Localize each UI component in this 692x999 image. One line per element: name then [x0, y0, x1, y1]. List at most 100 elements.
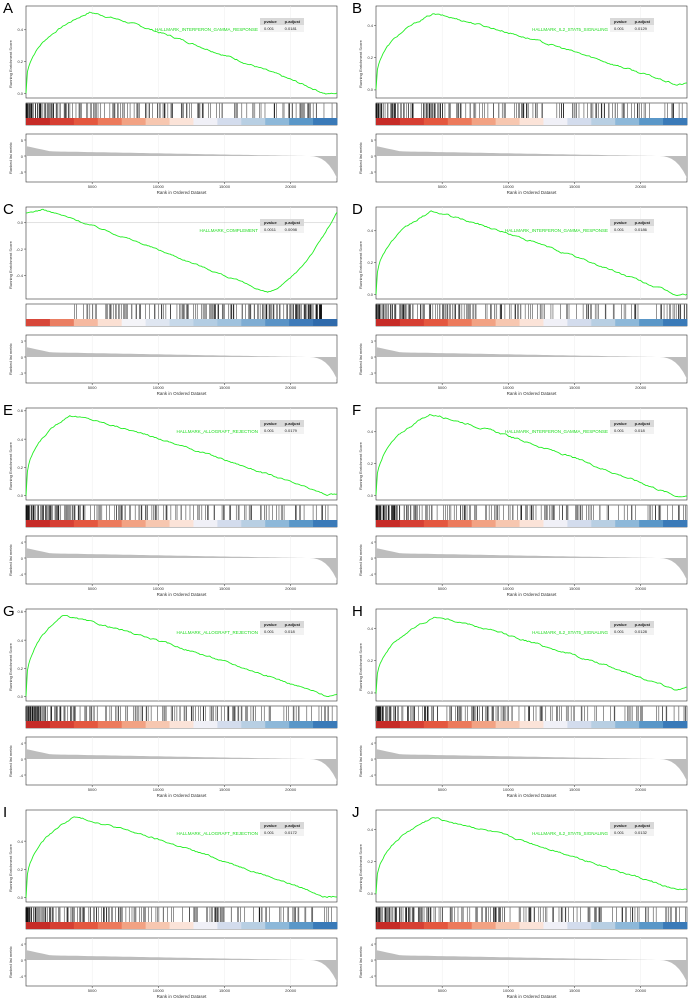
rank-color-segment — [97, 922, 123, 929]
rank-color-segment — [145, 721, 170, 728]
rank-color-segment — [145, 922, 170, 929]
y-tick-label: 0.0 — [17, 90, 23, 96]
ranked-metric-axis-title: Ranked list metric — [358, 745, 363, 777]
padjust-value: 0.0186 — [630, 226, 655, 233]
pvalue-value: 0.001 — [610, 829, 631, 836]
rank-color-segment — [399, 319, 425, 326]
gene-set-title: HALLMARK_ALLOGRAFT_REJECTION — [176, 429, 258, 434]
rank-color-segment — [663, 118, 688, 125]
rank-color-segment — [519, 922, 544, 929]
padjust-header: p.adjust — [280, 18, 305, 25]
metric-tick-label: 0 — [20, 555, 23, 561]
metric-frame — [25, 535, 338, 585]
gsea-plot-svg — [374, 206, 688, 385]
running-es-axis-title: Running Enrichment Score — [358, 442, 363, 490]
y-tick-label: 0.4 — [17, 637, 23, 643]
padjust-header: p.adjust — [630, 18, 655, 25]
y-tick-label: 0.0 — [17, 493, 23, 499]
stats-table: pvalue p.adjust 0.001 0.0186 — [610, 219, 655, 233]
rank-color-segment — [289, 118, 314, 125]
padjust-header: p.adjust — [630, 822, 655, 829]
rank-axis-title: Rank in Ordered Dataset — [506, 994, 557, 999]
ranked-metric-area — [376, 749, 687, 781]
rank-color-segment — [495, 520, 520, 527]
rank-color-segment — [73, 118, 99, 125]
x-tick-label: 20000 — [285, 988, 297, 993]
y-tick-label: 0.0 — [367, 291, 373, 297]
padjust-value: 0.0098 — [280, 226, 305, 233]
x-tick-label: 20000 — [635, 586, 647, 591]
rank-axis-title: Rank in Ordered Dataset — [506, 592, 557, 597]
panel-label: J — [352, 804, 360, 821]
x-tick-label: 10000 — [502, 586, 514, 591]
rank-color-segment — [567, 118, 592, 125]
x-tick-label: 15000 — [218, 988, 231, 993]
x-tick-label: 15000 — [218, 586, 231, 591]
rank-color-segment — [399, 118, 425, 125]
x-tick-label: 5000 — [87, 787, 97, 792]
rank-color-segment — [193, 721, 218, 728]
panel-label: E — [3, 402, 14, 419]
rank-axis-title: Rank in Ordered Dataset — [156, 592, 207, 597]
rank-color-segment — [145, 520, 170, 527]
metric-tick-label: 4 — [20, 941, 23, 947]
gsea-plot-svg — [24, 407, 338, 586]
panel-label: G — [3, 603, 15, 620]
metric-tick-label: 0 — [20, 756, 23, 762]
rank-color-segment — [193, 520, 218, 527]
running-es-axis-title: Running Enrichment Score — [8, 643, 13, 691]
running-es-line — [375, 616, 688, 694]
metric-frame — [375, 133, 688, 183]
gsea-panel-b: B 0.0 0.2 0.4 5 0 -5 5000 10000 15000 20000 Running… — [350, 0, 692, 195]
ranked-metric-area — [26, 146, 337, 178]
rank-color-segment — [217, 520, 242, 527]
metric-tick-label: 0 — [370, 153, 373, 159]
rank-color-segment — [169, 319, 194, 326]
rank-color-segment — [567, 319, 592, 326]
metric-tick-label: 3 — [370, 338, 373, 344]
rank-color-segment — [447, 319, 473, 326]
pvalue-header: pvalue — [260, 621, 281, 628]
rank-color-segment — [447, 721, 473, 728]
y-tick-label: 0.2 — [367, 260, 373, 266]
y-tick-label: 0.2 — [367, 658, 373, 664]
rank-color-segment — [169, 922, 194, 929]
metric-tick-label: 0 — [20, 957, 23, 963]
padjust-header: p.adjust — [280, 219, 305, 226]
gene-set-title: HALLMARK_COMPLEMENT — [199, 228, 258, 233]
rank-color-segment — [26, 721, 51, 728]
stats-table: pvalue p.adjust 0.001 0.0128 — [610, 621, 655, 635]
rank-color-segment — [639, 922, 664, 929]
metric-tick-label: -4 — [19, 973, 23, 979]
rank-color-segment — [49, 922, 75, 929]
rank-color-segment — [121, 319, 147, 326]
x-tick-label: 10000 — [502, 184, 514, 189]
rank-color-segment — [217, 118, 242, 125]
rank-color-segment — [193, 922, 218, 929]
x-tick-label: 5000 — [437, 385, 447, 390]
x-tick-label: 10000 — [152, 787, 164, 792]
x-tick-label: 20000 — [635, 787, 647, 792]
gene-set-title: HALLMARK_INTERFERON_GAMMA_RESPONSE — [504, 228, 608, 233]
stats-table: pvalue p.adjust 0.001 0.018 — [610, 420, 655, 434]
rank-color-segment — [519, 721, 544, 728]
rank-color-segment — [471, 118, 497, 125]
y-tick-label: 0.0 — [17, 895, 23, 901]
running-es-line — [25, 816, 338, 899]
rank-color-segment — [591, 922, 616, 929]
rank-color-segment — [289, 319, 314, 326]
rank-color-segment — [169, 520, 194, 527]
x-tick-label: 15000 — [568, 184, 581, 189]
rank-color-segment — [145, 118, 170, 125]
metric-tick-label: 4 — [370, 941, 373, 947]
metric-frame — [25, 736, 338, 786]
rank-color-segment — [495, 721, 520, 728]
gsea-panel-d: D 0.0 0.2 0.4 3 0 -3 5000 10000 15000 20000 Running… — [350, 201, 692, 396]
pvalue-value: 0.001 — [260, 628, 281, 635]
gsea-plot-svg — [374, 608, 688, 787]
y-tick-label: 0.4 — [17, 838, 23, 844]
y-tick-label: 0.0 — [367, 492, 373, 498]
metric-tick-label: 0 — [370, 756, 373, 762]
rank-color-segment — [615, 319, 640, 326]
metric-tick-label: -4 — [19, 772, 23, 778]
